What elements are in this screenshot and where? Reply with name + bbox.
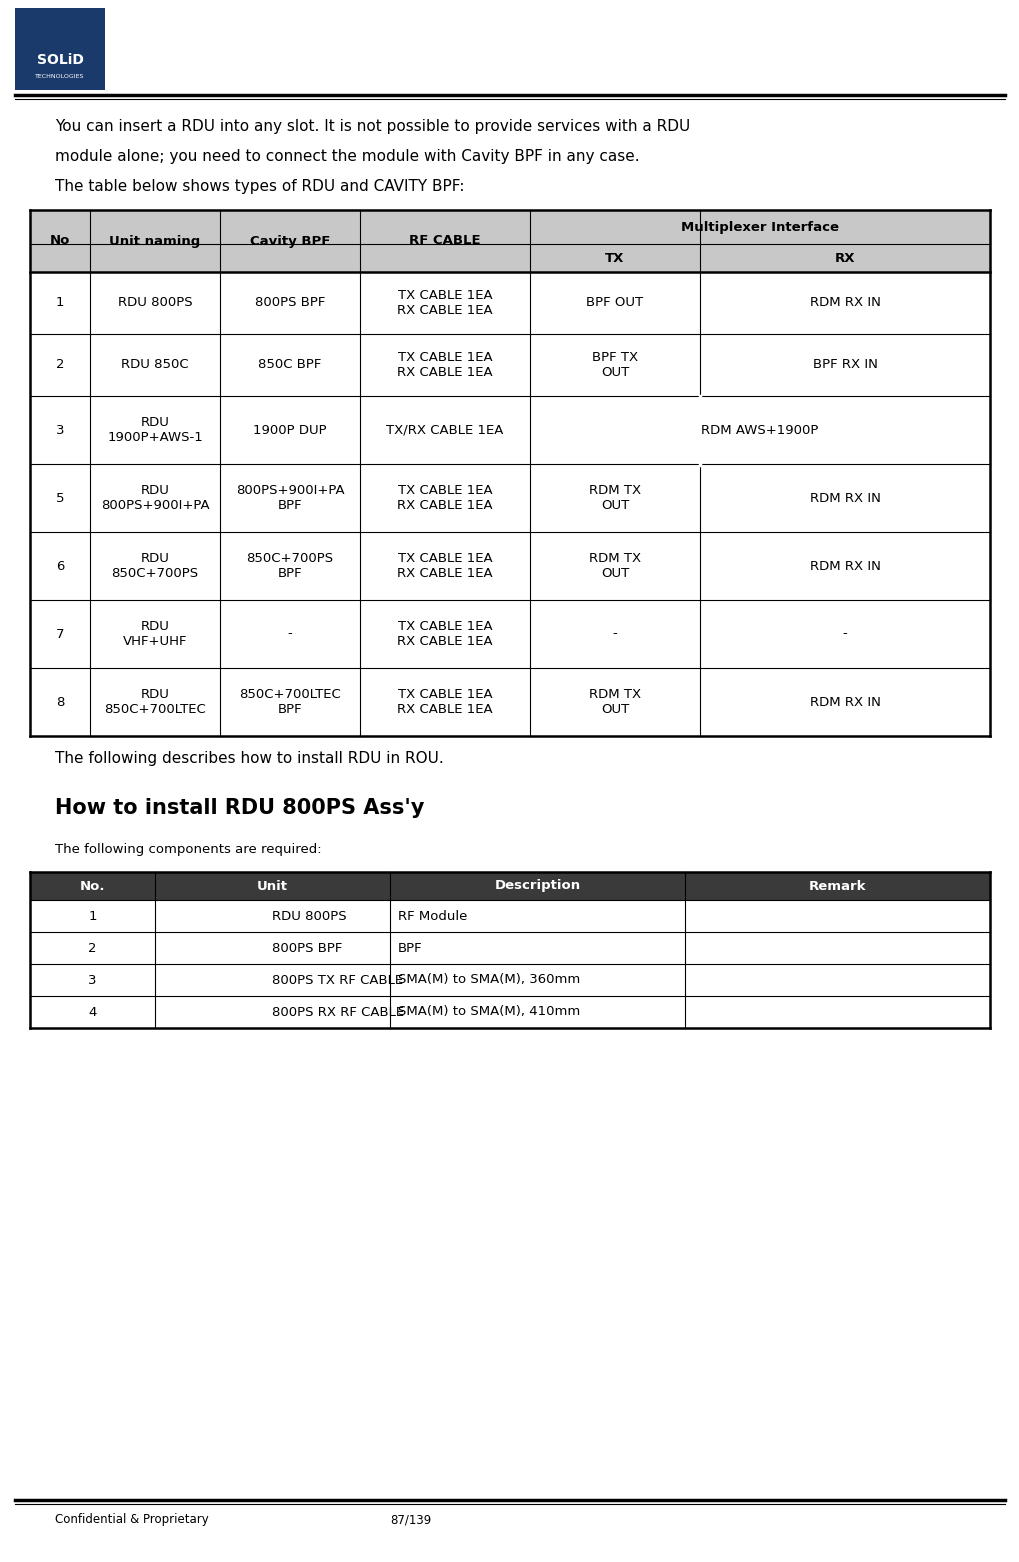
Text: -: - (287, 628, 292, 640)
Text: Confidential & Proprietary: Confidential & Proprietary (55, 1514, 209, 1526)
Text: TX CABLE 1EA
RX CABLE 1EA: TX CABLE 1EA RX CABLE 1EA (396, 551, 492, 580)
Text: BPF TX
OUT: BPF TX OUT (591, 351, 638, 380)
Bar (30, 209, 989, 272)
Text: 1: 1 (89, 909, 97, 923)
Text: 3: 3 (56, 423, 64, 436)
Text: -: - (842, 628, 847, 640)
Text: BPF RX IN: BPF RX IN (812, 359, 876, 372)
Text: BPF: BPF (397, 942, 422, 954)
Text: 4: 4 (89, 1006, 97, 1018)
Text: RDU
VHF+UHF: RDU VHF+UHF (122, 620, 187, 648)
Text: RDU 800PS: RDU 800PS (272, 909, 346, 923)
Text: 7: 7 (56, 628, 64, 640)
Text: 87/139: 87/139 (389, 1514, 431, 1526)
Text: 1: 1 (56, 297, 64, 309)
Text: 800PS RX RF CABLE: 800PS RX RF CABLE (272, 1006, 405, 1018)
Text: RDU 800PS: RDU 800PS (117, 297, 193, 309)
Text: 850C BPF: 850C BPF (258, 359, 321, 372)
Text: 2: 2 (89, 942, 97, 954)
Text: RDM RX IN: RDM RX IN (809, 492, 879, 505)
Text: TX CABLE 1EA
RX CABLE 1EA: TX CABLE 1EA RX CABLE 1EA (396, 484, 492, 512)
Text: 6: 6 (56, 559, 64, 573)
Text: TX CABLE 1EA
RX CABLE 1EA: TX CABLE 1EA RX CABLE 1EA (396, 620, 492, 648)
Text: RDU
850C+700LTEC: RDU 850C+700LTEC (104, 687, 206, 715)
Text: 1900P DUP: 1900P DUP (253, 423, 326, 436)
Text: The following describes how to install RDU in ROU.: The following describes how to install R… (55, 750, 443, 765)
Text: RDM TX
OUT: RDM TX OUT (588, 687, 640, 715)
Text: SOLiD: SOLiD (37, 53, 84, 67)
Text: RDM AWS+1900P: RDM AWS+1900P (701, 423, 818, 436)
Text: TX: TX (604, 251, 624, 264)
Text: 3: 3 (89, 973, 97, 987)
Text: TX CABLE 1EA
RX CABLE 1EA: TX CABLE 1EA RX CABLE 1EA (396, 687, 492, 715)
Text: RF Module: RF Module (397, 909, 467, 923)
Text: RDM RX IN: RDM RX IN (809, 695, 879, 709)
Text: No: No (50, 234, 70, 247)
Text: TECHNOLOGIES: TECHNOLOGIES (36, 73, 85, 78)
Text: RF CABLE: RF CABLE (409, 234, 480, 247)
Text: Unit naming: Unit naming (109, 234, 201, 247)
Text: 850C+700PS
BPF: 850C+700PS BPF (247, 551, 333, 580)
Text: RDM RX IN: RDM RX IN (809, 297, 879, 309)
Bar (30, 872, 989, 900)
Text: 800PS BPF: 800PS BPF (272, 942, 342, 954)
Text: The table below shows types of RDU and CAVITY BPF:: The table below shows types of RDU and C… (55, 180, 464, 195)
Text: 800PS TX RF CABLE: 800PS TX RF CABLE (272, 973, 404, 987)
Text: 800PS BPF: 800PS BPF (255, 297, 325, 309)
Text: Cavity BPF: Cavity BPF (250, 234, 330, 247)
Text: -: - (612, 628, 616, 640)
Text: 800PS+900I+PA
BPF: 800PS+900I+PA BPF (235, 484, 344, 512)
Text: module alone; you need to connect the module with Cavity BPF in any case.: module alone; you need to connect the mo… (55, 150, 639, 164)
Text: SMA(M) to SMA(M), 360mm: SMA(M) to SMA(M), 360mm (397, 973, 580, 987)
Text: RDU
800PS+900I+PA: RDU 800PS+900I+PA (101, 484, 209, 512)
Text: TX CABLE 1EA
RX CABLE 1EA: TX CABLE 1EA RX CABLE 1EA (396, 351, 492, 380)
Text: SMA(M) to SMA(M), 410mm: SMA(M) to SMA(M), 410mm (397, 1006, 580, 1018)
Text: No.: No. (79, 879, 105, 892)
Text: TX/RX CABLE 1EA: TX/RX CABLE 1EA (386, 423, 503, 436)
Text: RDM TX
OUT: RDM TX OUT (588, 551, 640, 580)
Text: Multiplexer Interface: Multiplexer Interface (681, 220, 839, 233)
Text: You can insert a RDU into any slot. It is not possible to provide services with : You can insert a RDU into any slot. It i… (55, 120, 690, 134)
Text: RDU 850C: RDU 850C (121, 359, 189, 372)
Text: Description: Description (494, 879, 580, 892)
Text: Remark: Remark (808, 879, 865, 892)
Text: The following components are required:: The following components are required: (55, 843, 321, 856)
Text: Unit: Unit (257, 879, 287, 892)
Text: TX CABLE 1EA
RX CABLE 1EA: TX CABLE 1EA RX CABLE 1EA (396, 289, 492, 317)
Text: 850C+700LTEC
BPF: 850C+700LTEC BPF (238, 687, 340, 715)
Text: RX: RX (834, 251, 854, 264)
Text: BPF OUT: BPF OUT (586, 297, 643, 309)
Text: RDU
850C+700PS: RDU 850C+700PS (111, 551, 199, 580)
Text: 8: 8 (56, 695, 64, 709)
Bar (15, 8, 105, 91)
Text: RDU
1900P+AWS-1: RDU 1900P+AWS-1 (107, 415, 203, 444)
Text: 2: 2 (56, 359, 64, 372)
Text: RDM TX
OUT: RDM TX OUT (588, 484, 640, 512)
Text: How to install RDU 800PS Ass'y: How to install RDU 800PS Ass'y (55, 798, 424, 818)
Text: RDM RX IN: RDM RX IN (809, 559, 879, 573)
Text: 5: 5 (56, 492, 64, 505)
